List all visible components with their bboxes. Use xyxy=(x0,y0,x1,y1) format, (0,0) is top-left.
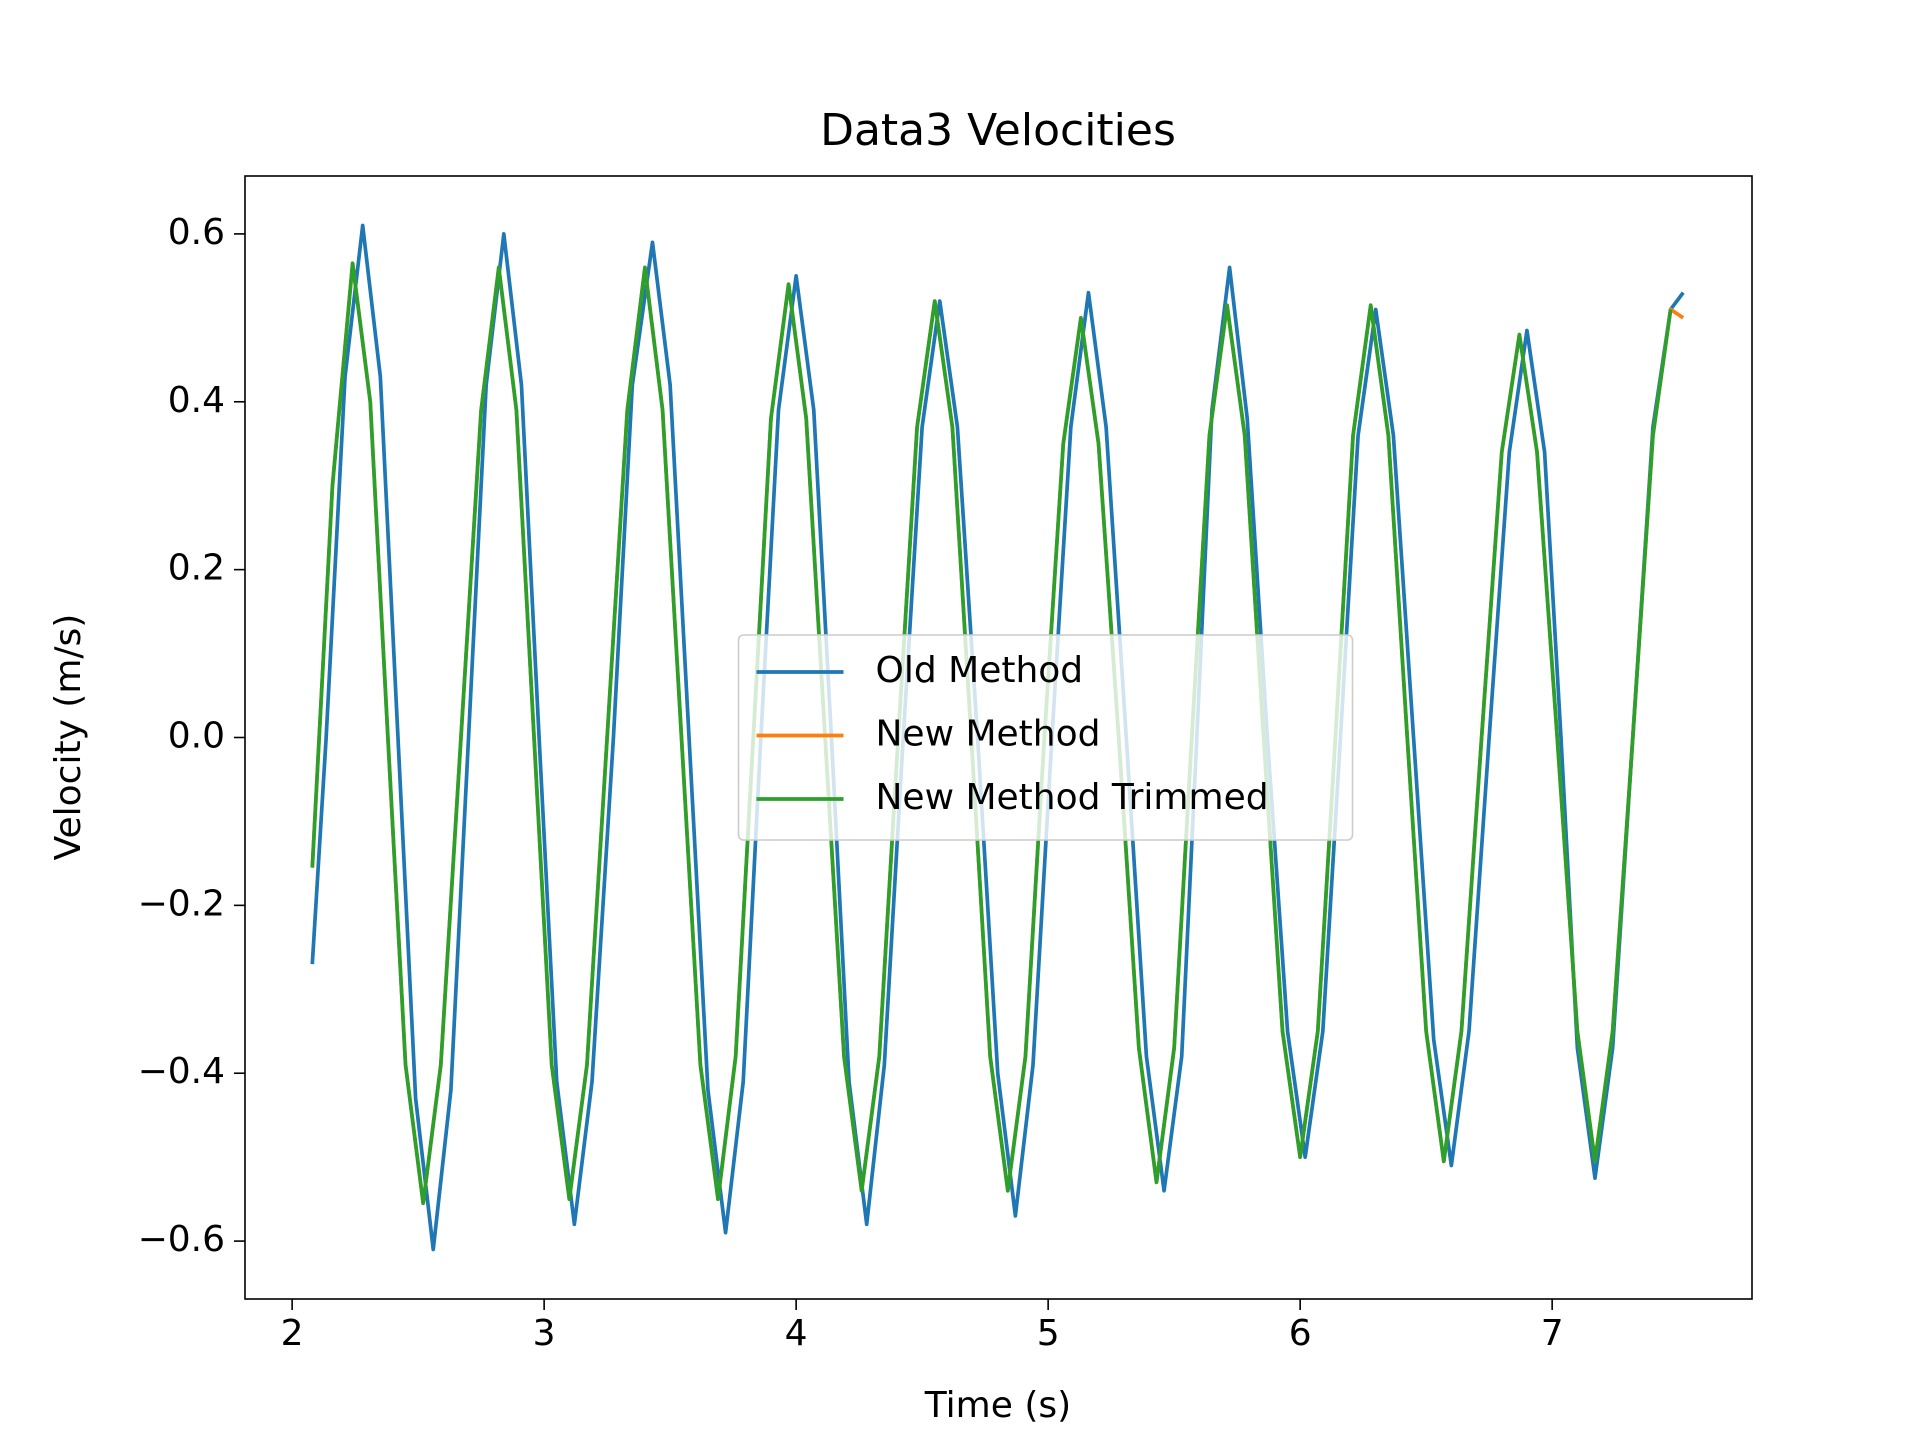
y-tick-label: 0.2 xyxy=(168,548,225,589)
x-tick-label: 5 xyxy=(1037,1313,1060,1354)
chart-title: Data3 Velocities xyxy=(820,105,1176,156)
series-line xyxy=(310,261,1673,1206)
legend-label: New Method Trimmed xyxy=(876,777,1269,818)
plot-frame xyxy=(244,175,1753,1300)
y-tick-label: 0.0 xyxy=(168,716,225,757)
legend-label: New Method xyxy=(876,714,1101,755)
x-tick-label: 2 xyxy=(281,1313,304,1354)
x-tick-label: 7 xyxy=(1541,1313,1564,1354)
series-line xyxy=(310,223,1685,1252)
y-tick-label: 0.6 xyxy=(168,212,225,253)
x-tick-label: 3 xyxy=(533,1313,556,1354)
y-tick-label: −0.6 xyxy=(138,1219,225,1260)
x-tick-label: 4 xyxy=(785,1313,808,1354)
x-axis-label: Time (s) xyxy=(924,1385,1071,1426)
y-axis-label: Velocity (m/s) xyxy=(48,614,89,861)
x-tick-label: 6 xyxy=(1289,1313,1312,1354)
y-tick-label: 0.4 xyxy=(168,380,225,421)
legend-box xyxy=(737,634,1354,841)
legend-label: Old Method xyxy=(876,650,1084,691)
y-tick-label: −0.2 xyxy=(138,883,225,924)
y-tick-label: −0.4 xyxy=(138,1051,225,1092)
